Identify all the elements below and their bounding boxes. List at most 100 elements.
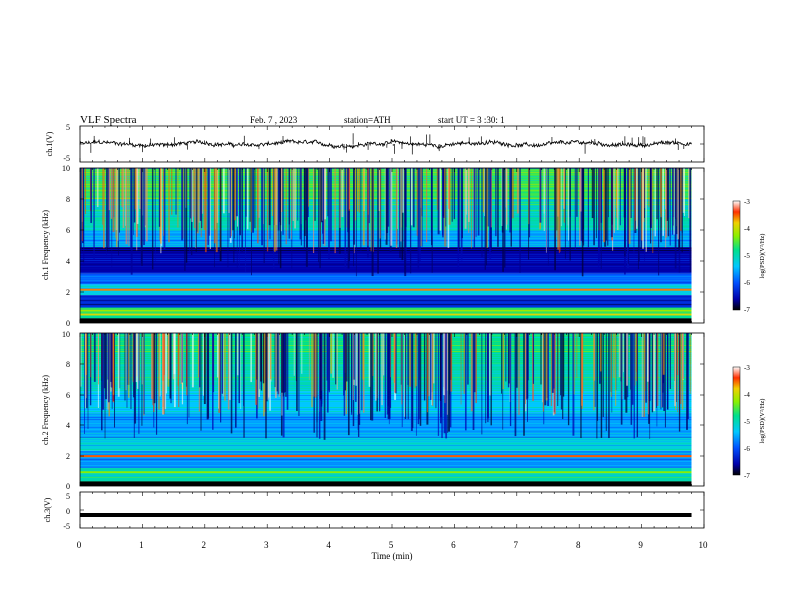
spectrogram-sferic [604,168,607,247]
spectrogram-sferic [288,168,290,225]
spectrogram-sferic [111,333,113,409]
spectrogram-sferic [576,168,578,217]
spectrogram-sferic [672,168,674,235]
spectrogram-sferic [430,333,432,400]
spectrogram-sferic [197,333,200,378]
spectrogram-sferic [547,333,550,406]
spectrogram-sferic [133,333,135,398]
spectrogram-sferic [658,168,660,276]
spectrogram-sferic [405,168,407,264]
spectrogram-sferic [372,333,374,377]
xtick-3: 3 [264,540,269,550]
spectrogram-sferic [191,333,194,388]
spectrogram-sferic [516,333,518,388]
spectrogram-sferic [181,333,183,383]
spectrogram-sferic [222,333,224,397]
spectrogram-sferic [679,333,682,405]
spectrogram-sferic [278,333,280,398]
ch2-cb-tick-neg6: -6 [744,445,750,453]
spectrogram-sferic [159,168,162,244]
spectrogram-sferic [108,168,111,211]
spectrogram-sferic [569,168,571,261]
spectrogram-sferic [85,168,87,215]
spectrogram-texture [80,254,692,255]
spectrogram-sferic [576,333,578,378]
spectrogram-sferic [607,168,609,218]
spectrogram-texture [80,443,692,444]
spectrogram-sferic [467,168,470,223]
spectrogram-sferic [356,333,358,415]
spectrogram-sferic [219,168,222,262]
spectrogram-sferic [618,333,621,378]
spectrogram-sferic [526,333,529,399]
spectrogram-sferic [453,168,456,220]
spectrogram-sferic [352,333,355,380]
spectrogram-sferic [412,168,415,228]
spectrogram-sferic [532,333,535,384]
spectrogram-sferic [341,168,344,218]
ch3-waveform-ylabel: ch.3(V) [43,497,52,522]
spectrogram-texture [80,262,692,263]
spectrogram-sferic [189,168,191,254]
spectrogram-sferic [255,333,257,405]
spectrogram-sferic [80,333,82,387]
spectrogram-sferic [80,168,82,251]
spectrogram-sferic [81,168,83,242]
spectrogram-sferic [291,168,292,240]
spectrogram-texture [80,258,692,259]
ch1-cb-tick-neg7: -7 [744,306,750,314]
spectrogram-sferic [596,333,598,439]
spectrogram-sferic [318,168,319,263]
ch2-colorbar-label: log(PSD)(V²/Hz) [759,399,766,444]
spectrogram-sferic [497,168,499,247]
spectrogram-sferic [370,168,372,252]
spectrogram-sferic [361,333,363,411]
spectrogram-tone-line [80,288,692,291]
spectrogram-texture [80,272,692,273]
spectrogram-texture [80,316,692,317]
spectrogram-sferic [489,333,492,396]
spectrogram-sferic [259,333,261,390]
spectrogram-sferic [279,168,282,269]
spectrogram-sferic [103,168,105,249]
spectrogram-sferic [308,333,310,381]
spectrogram-sferic [108,333,110,403]
spectrogram-sferic [669,168,671,246]
spectrogram-sferic [573,333,575,395]
spectrogram-sferic [666,168,668,221]
ch1-ytick-2: 2 [66,288,70,297]
spectrogram-sferic [379,168,381,239]
spectrogram-sferic [460,333,462,405]
ch1-colorbar-gradient [732,200,741,311]
spectrogram-sferic [551,333,554,393]
spectrogram-sferic [661,333,663,408]
spectrogram-texture [80,276,692,277]
spectrogram-sferic [490,168,492,228]
spectrogram-sferic [371,333,374,421]
spectrogram-texture [80,300,692,301]
spectrogram-sferic [451,168,453,222]
spectrogram-sferic [426,168,428,243]
spectrogram-sferic [105,333,108,400]
spectrogram-sferic [475,333,477,404]
spectrogram-sferic [666,333,669,410]
spectrogram-sferic [322,168,325,244]
spectrogram-sferic [312,168,315,254]
spectrogram-sferic [594,333,596,407]
spectrogram-sferic [351,333,352,413]
spectrogram-texture [80,469,692,470]
spectrogram-sferic [150,333,153,399]
spectrogram-sferic [662,168,664,236]
spectrogram-sferic [678,333,681,432]
spectrogram-sferic [107,168,110,248]
spectrogram-sferic [656,333,659,406]
spectrogram-texture [80,274,692,275]
spectrogram-sferic [400,333,402,385]
spectrogram-sferic [502,333,505,390]
spectrogram-sferic [324,168,327,220]
ch1-ytick-10: 10 [62,164,70,173]
spectrogram-sferic [102,168,104,225]
spectrogram-sferic [239,168,240,269]
spectrogram-sferic [286,333,289,410]
spectrogram-tone-line [80,309,692,312]
